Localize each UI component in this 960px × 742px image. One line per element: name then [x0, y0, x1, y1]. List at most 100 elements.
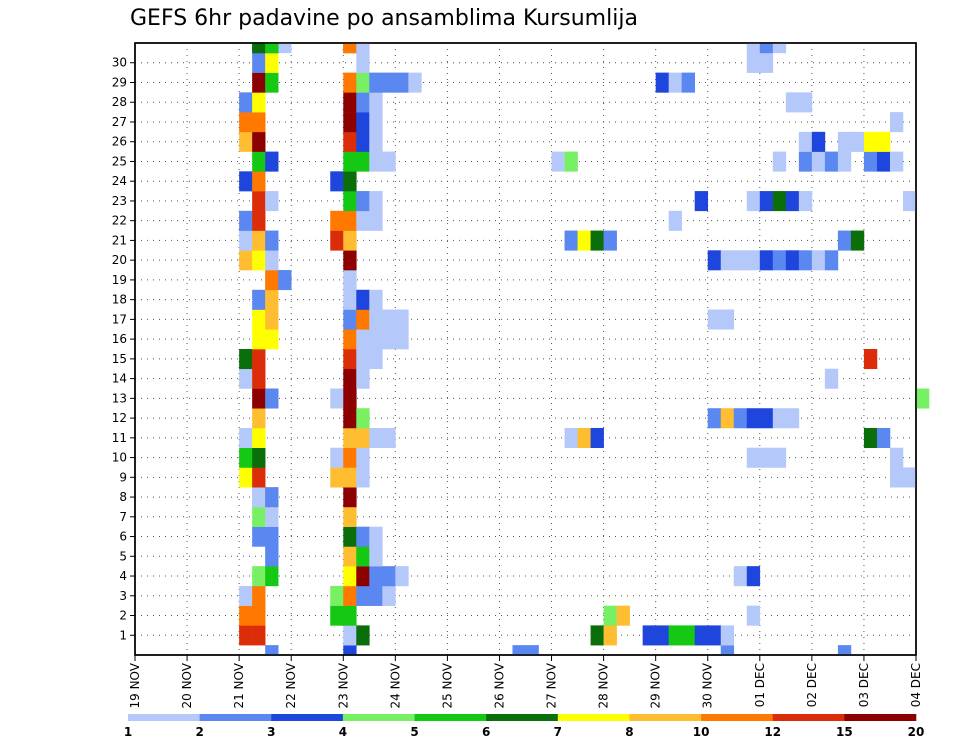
data-cell	[343, 329, 357, 350]
y-tick-label: 30	[112, 56, 127, 70]
data-cell	[278, 270, 292, 291]
data-cell	[239, 447, 253, 468]
data-cell	[512, 645, 526, 656]
data-cell	[343, 43, 357, 54]
data-cell	[343, 388, 357, 409]
data-cell	[382, 566, 396, 587]
data-cell	[356, 585, 370, 606]
data-cell	[252, 210, 266, 231]
x-tick-label: 19 NOV	[128, 662, 142, 708]
data-cell	[239, 92, 253, 113]
data-cell	[382, 329, 396, 350]
data-cell	[564, 427, 578, 449]
data-cell	[252, 467, 266, 488]
y-tick-label: 10	[112, 451, 127, 465]
colorbar-label: 12	[764, 725, 781, 739]
y-tick-label: 27	[112, 115, 127, 129]
data-cell	[382, 151, 396, 172]
data-cell	[837, 151, 852, 172]
data-cell	[356, 52, 370, 73]
data-cell	[746, 43, 761, 54]
y-tick-label: 2	[119, 609, 127, 623]
data-cell	[798, 191, 813, 212]
data-cell	[668, 625, 682, 646]
colorbar-segment	[486, 714, 559, 721]
data-cell	[759, 191, 774, 212]
data-cell	[252, 289, 266, 310]
data-cell	[694, 191, 709, 212]
data-cell	[395, 566, 409, 587]
data-cell	[369, 112, 383, 133]
data-cell	[343, 506, 357, 527]
data-cell	[356, 210, 370, 231]
data-cell	[889, 467, 904, 488]
data-cell	[369, 191, 383, 212]
data-cell	[551, 151, 565, 172]
data-cell	[239, 368, 253, 389]
data-cell	[252, 526, 266, 547]
data-cell	[798, 92, 813, 113]
colorbar-label: 10	[693, 725, 710, 739]
data-cell	[239, 230, 253, 251]
data-cell	[668, 72, 682, 93]
data-cell	[733, 566, 748, 587]
y-tick-label: 14	[112, 372, 127, 386]
data-cell	[265, 388, 279, 409]
data-cell	[369, 349, 383, 370]
data-cell	[785, 408, 800, 429]
data-cell	[746, 408, 761, 429]
data-cell	[369, 526, 383, 547]
y-tick-label: 19	[112, 273, 127, 287]
data-cell	[681, 72, 696, 93]
data-cell	[811, 250, 826, 271]
data-cell	[356, 43, 370, 54]
plot-border	[134, 42, 917, 656]
data-cell	[707, 408, 722, 429]
data-cell	[902, 191, 917, 212]
data-cell	[265, 191, 279, 212]
data-cell	[343, 270, 357, 291]
data-cell	[343, 585, 357, 606]
data-cell	[369, 151, 383, 172]
data-cell	[577, 230, 591, 251]
data-cell	[772, 43, 787, 54]
data-cell	[603, 625, 617, 646]
data-cell	[772, 408, 787, 429]
data-cell	[759, 408, 774, 429]
data-cell	[265, 43, 279, 54]
data-cell	[343, 566, 357, 587]
data-cell	[369, 585, 383, 606]
colorbar-label: 1	[124, 725, 132, 739]
data-cell	[746, 447, 761, 468]
data-cell	[239, 585, 253, 606]
data-cell	[837, 645, 852, 656]
x-tick-label: 02 DEC	[805, 663, 819, 707]
data-cell	[863, 151, 878, 172]
data-cell	[655, 72, 669, 93]
data-cell	[902, 467, 917, 488]
y-tick-label: 13	[112, 391, 127, 405]
y-tick-label: 26	[112, 135, 127, 149]
data-cell	[876, 131, 891, 152]
data-cell	[850, 230, 865, 251]
data-cell	[746, 250, 761, 271]
x-tick-label: 04 DEC	[909, 663, 923, 707]
data-cell	[252, 506, 266, 527]
y-tick-label: 1	[119, 628, 127, 642]
x-tick-label: 23 NOV	[336, 662, 350, 708]
data-cell	[876, 427, 891, 449]
data-cell	[811, 131, 826, 152]
data-cell	[343, 605, 357, 626]
data-cell	[265, 230, 279, 251]
data-cell	[798, 131, 813, 152]
data-cell	[265, 566, 279, 587]
data-cell	[239, 131, 253, 152]
data-cell	[343, 487, 357, 508]
y-tick-label: 8	[119, 490, 127, 504]
data-cell	[668, 210, 682, 231]
data-cell	[356, 427, 370, 449]
data-cell	[590, 427, 604, 449]
data-cell	[369, 72, 383, 93]
data-cell	[343, 645, 357, 656]
colorbar-label: 2	[195, 725, 203, 739]
